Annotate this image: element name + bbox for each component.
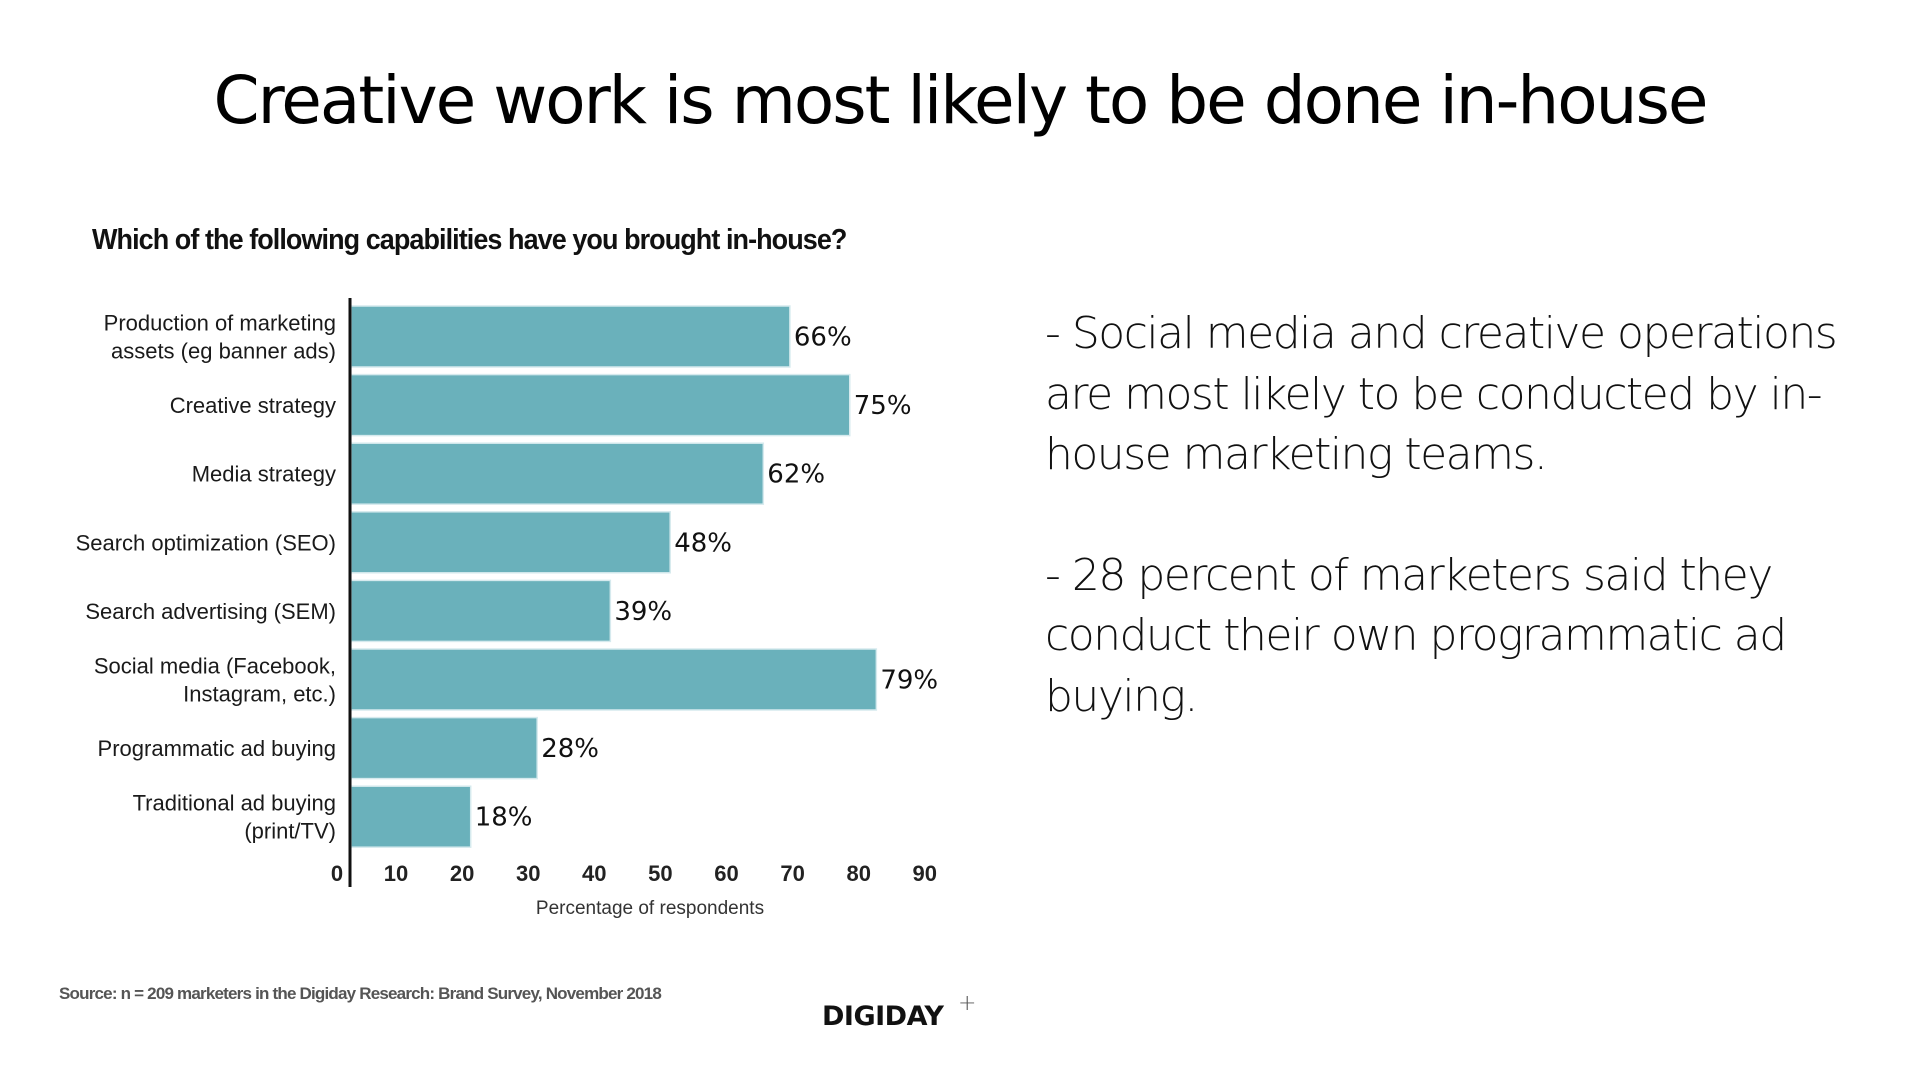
x-tick-label: 30	[516, 861, 540, 886]
category-label: Production of marketing	[104, 311, 336, 336]
category-label: Instagram, etc.)	[183, 682, 336, 707]
bullet-item: - 28 percent of marketers said they cond…	[1045, 549, 1787, 722]
category-label: Traditional ad buying	[133, 791, 336, 816]
logo-text: DIGIDAY	[822, 1001, 944, 1032]
x-tick-label: 10	[384, 861, 408, 886]
bar	[350, 785, 472, 848]
slide-title: Creative work is most likely to be done …	[213, 62, 1709, 139]
x-ticks: 0 10 20 30 40 50 60 70 80 90	[331, 861, 937, 886]
value-label: 39%	[614, 597, 672, 627]
category-label: Programmatic ad buying	[98, 736, 336, 761]
bar	[350, 373, 851, 437]
x-tick-label: 40	[582, 861, 606, 886]
value-label: 66%	[794, 323, 852, 353]
x-tick-label: 90	[913, 861, 937, 886]
chart-title: Which of the following capabilities have…	[92, 224, 847, 256]
category-label: Search optimization (SEO)	[76, 530, 336, 555]
value-label: 79%	[880, 666, 938, 696]
bullet-list: - Social media and creative operations a…	[1045, 304, 1865, 787]
category-label: Creative strategy	[170, 393, 336, 418]
bar	[350, 442, 765, 505]
value-label: 28%	[541, 734, 599, 764]
x-axis-title: Percentage of respondents	[536, 898, 764, 919]
bars-layer: 66% Production of marketing assets (eg ban…	[76, 305, 938, 848]
value-label: 75%	[854, 391, 912, 421]
x-tick-label: 50	[648, 861, 672, 886]
bar	[350, 579, 612, 643]
category-label: assets (eg banner ads)	[111, 339, 336, 364]
x-tick-label: 60	[714, 861, 738, 886]
x-tick-label: 0	[331, 861, 343, 886]
bullet-item: - Social media and creative operations a…	[1045, 308, 1838, 480]
category-label: Search advertising (SEM)	[85, 599, 336, 624]
category-label: Social media (Facebook,	[94, 654, 336, 679]
value-label: 18%	[475, 803, 533, 833]
bar	[350, 648, 878, 711]
value-label: 48%	[674, 528, 732, 558]
category-label: (print/TV)	[244, 819, 336, 844]
source-note: Source: n = 209 marketers in the Digiday…	[59, 984, 662, 1003]
category-label: Media strategy	[192, 462, 336, 487]
value-label: 62%	[767, 460, 825, 490]
x-tick-label: 70	[780, 861, 804, 886]
x-tick-label: 80	[846, 861, 870, 886]
bar	[350, 305, 791, 368]
plus-icon: +	[958, 991, 976, 1016]
digiday-logo: DIGIDAY +	[822, 991, 976, 1032]
bar	[350, 511, 671, 574]
bar	[350, 716, 538, 780]
x-tick-label: 20	[450, 861, 474, 886]
